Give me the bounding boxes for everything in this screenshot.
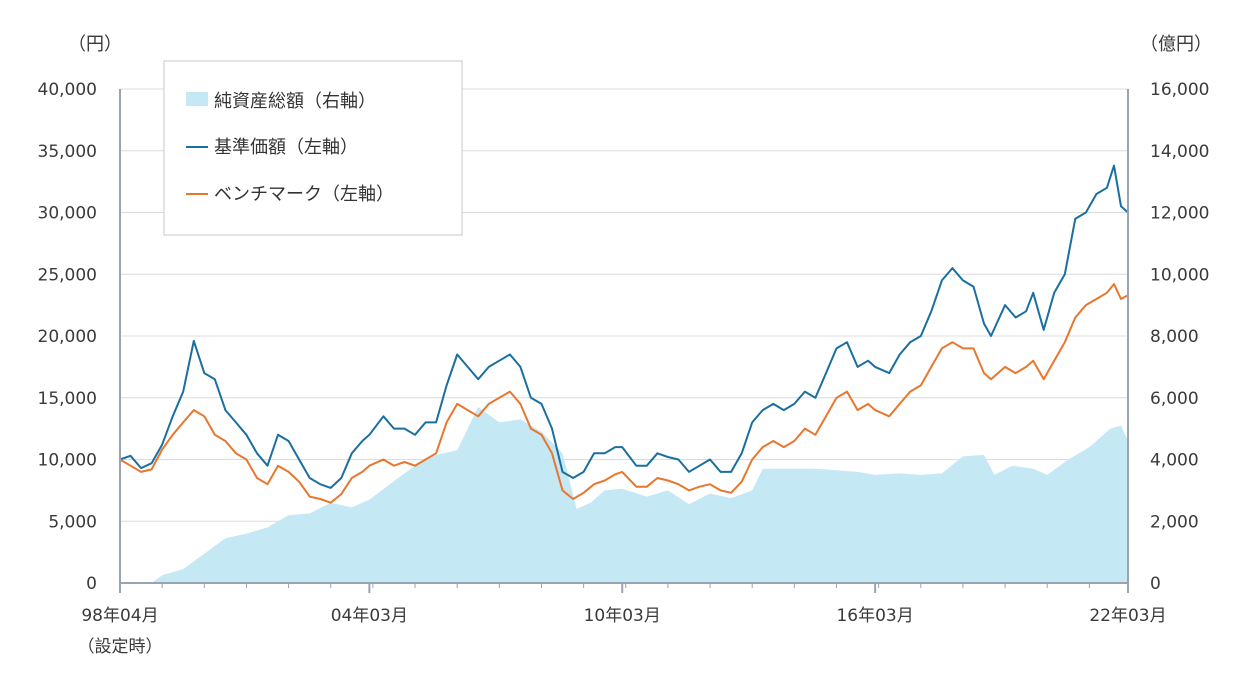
legend: 純資産総額（右軸） 基準価額（左軸） ベンチマーク（左軸） [163,60,463,236]
left-tick-label: 25,000 [38,265,97,285]
left-tick-label: 40,000 [38,80,97,100]
area-layer [120,407,1128,583]
x-tick-label: 22年03月 [1089,606,1166,626]
right-tick-label: 8,000 [1150,327,1199,347]
axes: 0 0 5,000 2,000 10,000 4,000 15,000 6,000 20,000… [38,80,1210,657]
left-axis-unit: （円） [68,34,122,55]
x-tick-sublabel: （設定時） [78,637,163,657]
legend-label-net-assets: 純資産総額（右軸） [214,91,376,112]
left-tick-label: 35,000 [38,142,97,162]
legend-box [163,60,463,236]
right-tick-label: 12,000 [1150,204,1209,224]
left-tick-label: 10,000 [38,451,97,471]
line-layer [119,164,1129,504]
legend-label-benchmark: ベンチマーク（左軸） [214,184,394,205]
left-tick-label: 5,000 [48,512,97,532]
right-tick-label: 2,000 [1150,512,1199,532]
left-tick-label: 30,000 [38,204,97,224]
right-tick-label: 6,000 [1150,389,1199,409]
right-tick-label: 4,000 [1150,451,1199,471]
left-tick-label: 0 [86,574,97,594]
series-line-benchmark [119,283,1129,504]
right-tick-label: 10,000 [1150,265,1209,285]
x-tick-label: 10年03月 [584,606,661,626]
right-tick-label: 16,000 [1150,80,1209,100]
right-tick-label: 14,000 [1150,142,1209,162]
series-line-nav [119,164,1129,489]
x-tick-label: 16年03月 [836,606,913,626]
legend-label-nav: 基準価額（左軸） [214,137,358,158]
legend-swatch-net-assets [186,92,208,106]
left-tick-label: 15,000 [38,389,97,409]
left-tick-label: 20,000 [38,327,97,347]
x-tick-label: 98年04月 [81,606,158,626]
x-tick-label: 04年03月 [331,606,408,626]
series-area-net-assets [120,407,1128,583]
right-tick-label: 0 [1150,574,1161,594]
right-axis-unit: （億円） [1140,34,1212,55]
